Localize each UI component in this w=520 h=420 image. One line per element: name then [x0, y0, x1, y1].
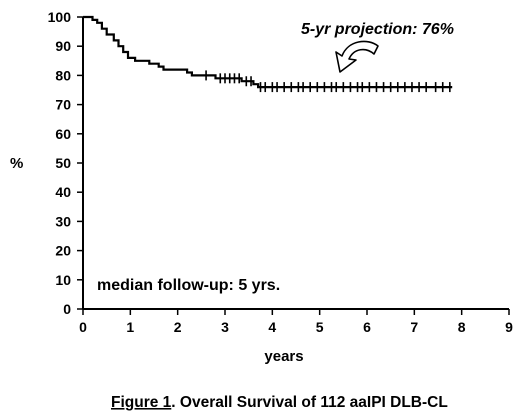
x-tick-label: 5 — [316, 319, 324, 335]
figure-caption-text: . Overall Survival of 112 aaIPI DLB-CL — [171, 394, 448, 411]
x-axis-label: years — [264, 348, 303, 365]
y-tick-label: 20 — [55, 243, 71, 259]
x-tick-label: 7 — [410, 319, 418, 335]
figure-caption-prefix: Figure 1 — [111, 394, 172, 411]
survival-curve — [83, 15, 453, 89]
figure-caption: Figure 1. Overall Survival of 112 aaIPI … — [111, 394, 448, 411]
y-tick-label: 90 — [55, 38, 71, 54]
x-tick-label: 1 — [126, 319, 134, 335]
x-tick-label: 9 — [505, 319, 513, 335]
x-tick-label: 4 — [268, 319, 276, 335]
y-tick-label: 30 — [55, 213, 71, 229]
y-tick-label: 50 — [55, 155, 71, 171]
x-tick-label: 0 — [79, 319, 87, 335]
y-tick-label: 10 — [55, 272, 71, 288]
followup-annotation: median follow-up: 5 yrs. — [97, 277, 280, 294]
y-tick-label: 60 — [55, 126, 71, 142]
x-tick-label: 6 — [363, 319, 371, 335]
curved-arrow-icon — [335, 40, 379, 73]
y-axis-label: % — [10, 155, 23, 172]
x-tick-label: 8 — [458, 319, 466, 335]
y-tick-label: 40 — [55, 184, 71, 200]
projection-annotation: 5-yr projection: 76% — [301, 21, 454, 38]
chart-series — [83, 15, 453, 93]
y-tick-label: 80 — [55, 67, 71, 83]
y-tick-label: 100 — [48, 9, 72, 25]
chart-ticks: 0 10 20 30 40 50 60 70 80 90 100 0 1 2 3 4 5 6 7 8 9 — [48, 9, 513, 335]
x-tick-label: 3 — [221, 319, 229, 335]
y-tick-label: 70 — [55, 97, 71, 113]
y-tick-label: 0 — [63, 301, 71, 317]
x-tick-label: 2 — [174, 319, 182, 335]
